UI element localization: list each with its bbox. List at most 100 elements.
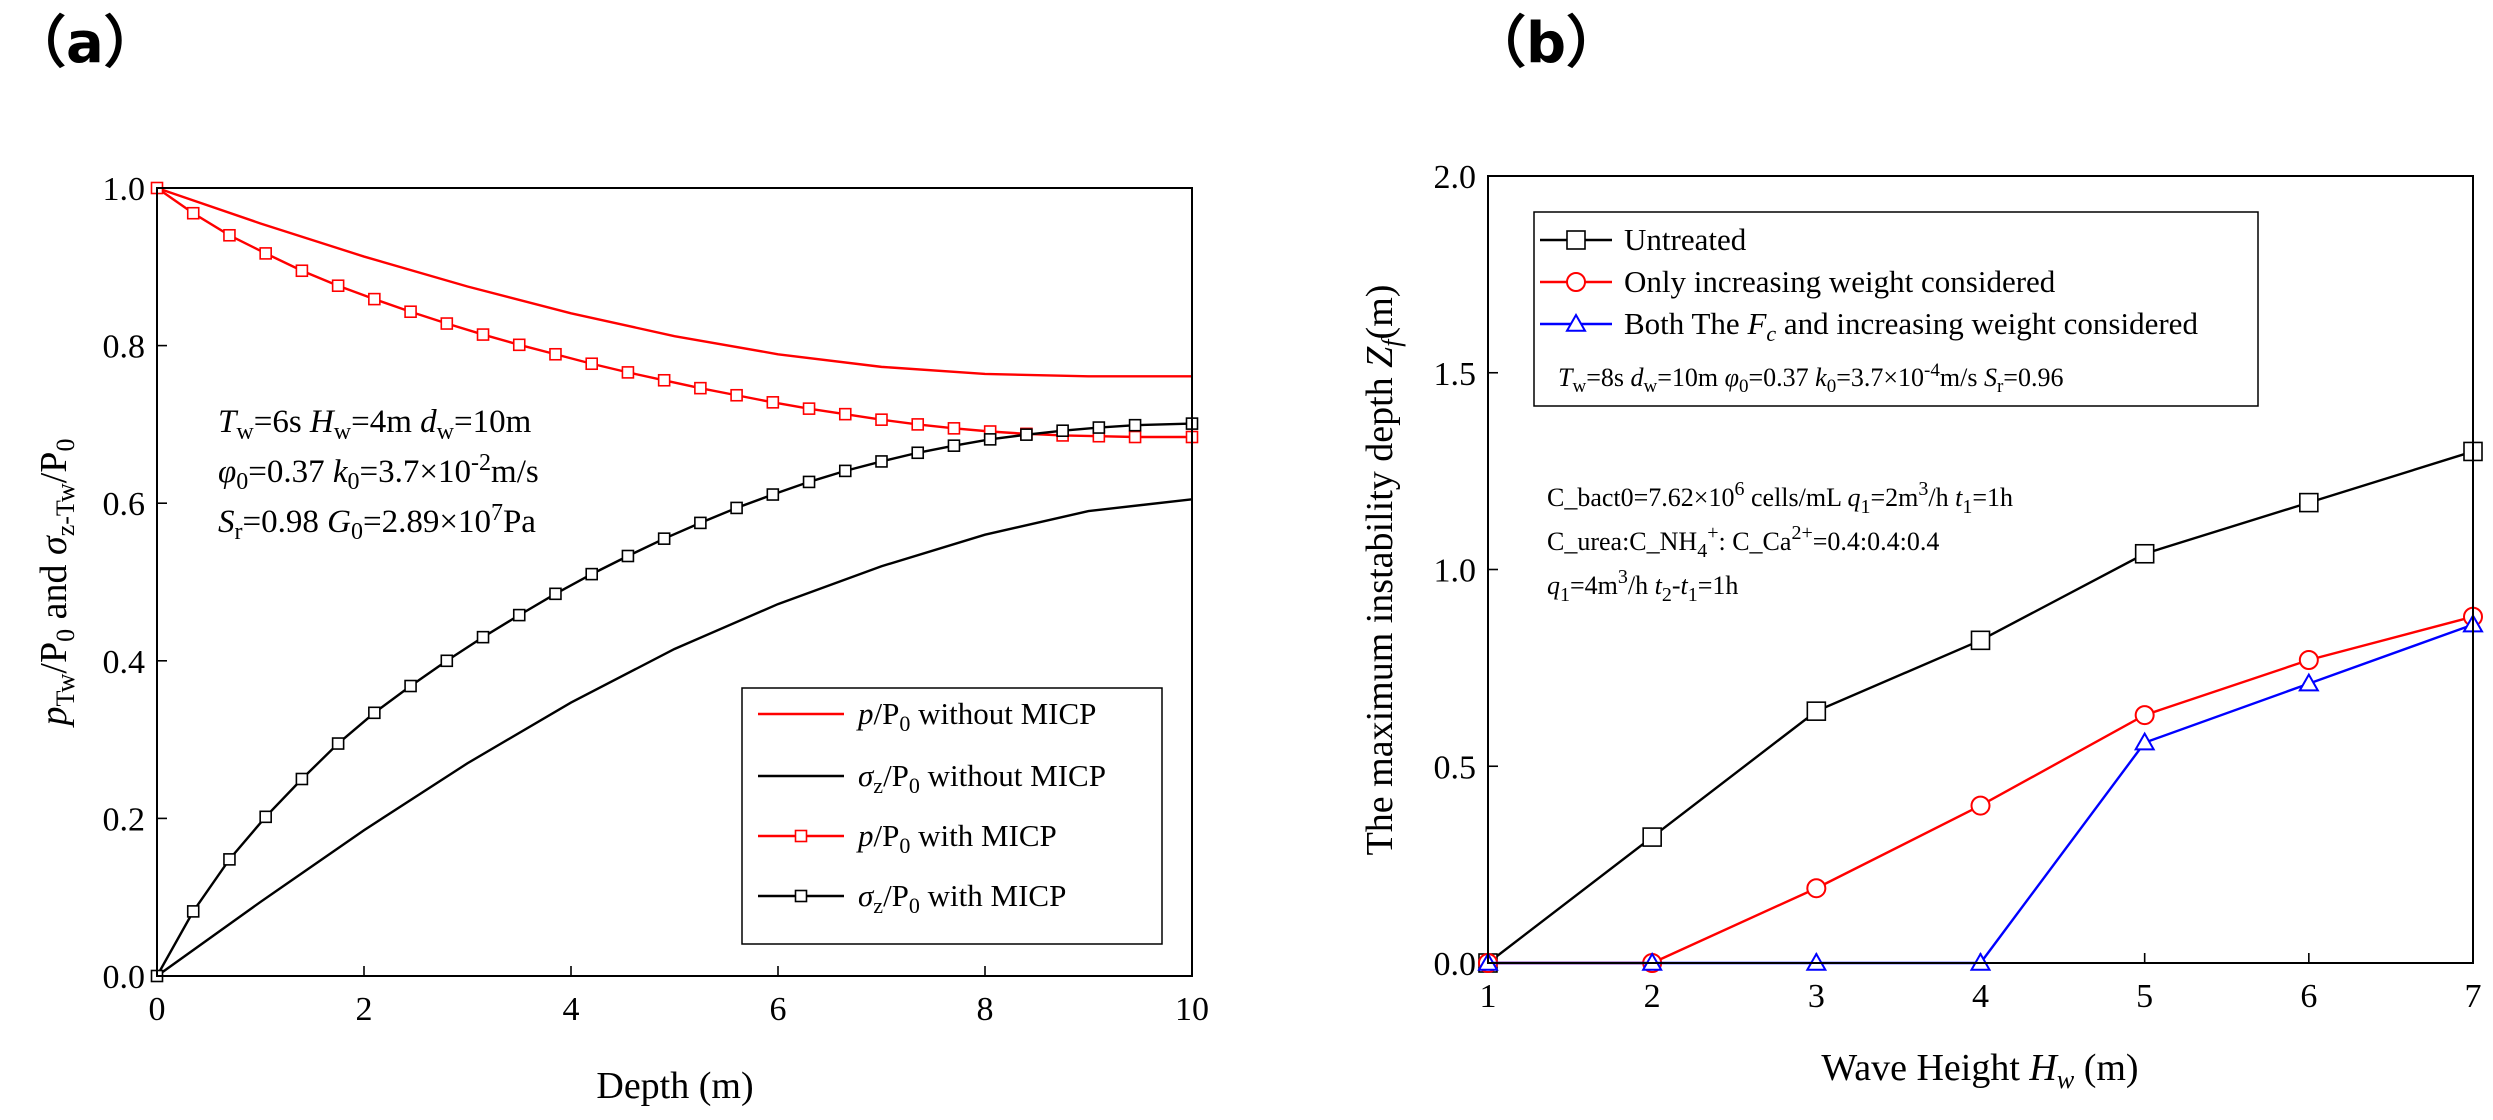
data-point-3 bbox=[549, 587, 562, 601]
data-point-1 bbox=[1806, 878, 1827, 899]
data-point-3 bbox=[585, 567, 599, 581]
x-tick-label: 5 bbox=[2136, 978, 2153, 1015]
panel-a-plot-frame bbox=[156, 187, 1193, 977]
series-line-0 bbox=[156, 186, 1192, 378]
legend-swatch-marker-0 bbox=[1566, 230, 1586, 250]
data-point-2 bbox=[295, 264, 309, 278]
x-tick-label: 1 bbox=[1480, 978, 1497, 1015]
data-point-2 bbox=[186, 206, 200, 220]
series-line-2 bbox=[1488, 623, 2474, 965]
x-tick-label: 4 bbox=[1972, 978, 1989, 1015]
data-point-2 bbox=[802, 402, 816, 415]
panel-a-legend-box bbox=[741, 687, 1163, 945]
panel-b-legend-params: Tw=8s dw=10m φ0=0.37 k0=3.7×10-4m/s Sr=0… bbox=[1558, 360, 2063, 397]
data-point-2 bbox=[621, 366, 635, 379]
data-point-3 bbox=[730, 501, 743, 515]
y-tick-label: 0.0 bbox=[1434, 946, 1477, 983]
y-tick-label: 0.6 bbox=[103, 486, 146, 523]
legend-both-fc-weight: Both The Fc and increasing weight consid… bbox=[1624, 306, 2198, 346]
y-tick-label: 2.0 bbox=[1434, 159, 1477, 196]
data-point-2 bbox=[259, 247, 272, 260]
panel-a-annotation: Tw=6s Hw=4m dw=10m φ0=0.37 k0=3.7×10-2m/… bbox=[218, 404, 539, 545]
legend-swatch-marker-1 bbox=[1566, 272, 1586, 292]
x-tick-label: 6 bbox=[770, 991, 787, 1028]
data-point-2 bbox=[331, 279, 345, 293]
data-point-2 bbox=[2298, 672, 2320, 692]
data-point-3 bbox=[1020, 428, 1033, 441]
data-point-1 bbox=[2298, 650, 2319, 671]
data-point-2 bbox=[694, 381, 707, 395]
panel-b-legend-swatches bbox=[1540, 230, 1612, 332]
legend-sigma-with-micp: σz/P0 with MICP bbox=[858, 878, 1066, 918]
data-point-3 bbox=[694, 516, 707, 530]
panel-b-plot-frame bbox=[1487, 175, 2474, 964]
data-point-3 bbox=[1092, 421, 1106, 434]
data-point-3 bbox=[911, 446, 925, 460]
panel-a-annotation-line-2: φ0=0.37 k0=3.7×10-2m/s bbox=[218, 450, 539, 495]
data-point-3 bbox=[766, 488, 780, 501]
data-point-1 bbox=[2134, 705, 2155, 726]
data-point-3 bbox=[947, 439, 961, 452]
data-point-3 bbox=[1128, 418, 1142, 432]
panel-b-annotation-line-2: C_urea:C_NH4+: C_Ca2+=0.4:0.4:0.4 bbox=[1547, 522, 1939, 562]
y-tick-label: 0.8 bbox=[103, 329, 146, 366]
panel-a-legend-swatches bbox=[758, 712, 844, 903]
data-point-3 bbox=[802, 475, 816, 489]
panel-a-legend: p/P0 without MICP σz/P0 without MICP p/P… bbox=[741, 687, 1163, 945]
data-point-2 bbox=[1969, 951, 1992, 971]
x-tick-label: 2 bbox=[1644, 978, 1661, 1015]
panel-a-ylabel: pTw/P0 and σz-Tw/P0 bbox=[33, 439, 80, 729]
x-tick-label: 0 bbox=[149, 991, 166, 1028]
panel-a: （a） 0 2 4 6 8 10 0.0 0.2 0.4 0.6 0.8 1.0 pTw/P0 and… bbox=[10, 11, 1209, 1107]
data-point-3 bbox=[657, 532, 671, 545]
data-point-3 bbox=[186, 905, 200, 918]
panel-a-annotation-line-1: Tw=6s Hw=4m dw=10m bbox=[218, 404, 532, 445]
y-tick-label: 0.5 bbox=[1434, 749, 1477, 786]
data-point-3 bbox=[404, 679, 417, 693]
series-line-2 bbox=[156, 187, 1192, 439]
data-point-2 bbox=[911, 418, 925, 431]
data-point-3 bbox=[838, 464, 852, 478]
panel-a-label: （a） bbox=[10, 11, 160, 76]
panel-b-label: （b） bbox=[1470, 11, 1622, 76]
x-tick-label: 7 bbox=[2465, 978, 2482, 1015]
data-point-2 bbox=[404, 305, 417, 319]
data-point-3 bbox=[1056, 424, 1069, 438]
panel-b-xlabel: Wave Height Hw (m) bbox=[1821, 1047, 2138, 1094]
y-tick-label: 0.4 bbox=[103, 644, 146, 681]
data-point-3 bbox=[331, 737, 345, 750]
x-tick-label: 2 bbox=[356, 991, 373, 1028]
panel-b-legend: Untreated Only increasing weight conside… bbox=[1533, 211, 2259, 407]
data-point-2 bbox=[875, 413, 888, 426]
y-tick-label: 1.0 bbox=[1434, 553, 1477, 590]
data-point-3 bbox=[621, 549, 635, 563]
data-point-3 bbox=[983, 433, 997, 446]
data-point-2 bbox=[585, 357, 599, 371]
legend-swatch-marker-2 bbox=[1565, 312, 1587, 332]
x-tick-label: 10 bbox=[1175, 991, 1209, 1028]
x-tick-label: 4 bbox=[563, 991, 580, 1028]
series-line-1 bbox=[156, 498, 1193, 977]
panel-a-xlabel: Depth (m) bbox=[596, 1065, 753, 1107]
panel-b-annotation-line-1: C_bact0=7.62×106 cells/mL q1=2m3/h t1=1h bbox=[1547, 478, 2013, 518]
panel-b-legend-box bbox=[1533, 211, 2259, 407]
data-point-0 bbox=[2299, 492, 2319, 513]
x-tick-label: 8 bbox=[977, 991, 994, 1028]
legend-swatch-marker-3 bbox=[794, 889, 808, 903]
data-point-0 bbox=[1642, 827, 1662, 847]
data-point-3 bbox=[295, 772, 309, 786]
panel-b-series bbox=[1477, 441, 2484, 973]
legend-untreated: Untreated bbox=[1624, 222, 1747, 257]
data-point-0 bbox=[1806, 701, 1827, 721]
legend-swatch-marker-2 bbox=[794, 829, 808, 843]
data-point-0 bbox=[2134, 543, 2155, 564]
data-point-3 bbox=[512, 608, 526, 622]
panel-b-ticks: 1 2 3 4 5 6 7 0.0 0.5 1.0 1.5 2.0 bbox=[1434, 159, 2482, 1015]
series-line-1 bbox=[1488, 615, 2474, 965]
data-point-2 bbox=[1128, 430, 1142, 444]
data-point-2 bbox=[766, 396, 780, 409]
data-point-2 bbox=[368, 292, 381, 306]
data-point-2 bbox=[1641, 951, 1663, 971]
data-point-3 bbox=[440, 654, 454, 668]
